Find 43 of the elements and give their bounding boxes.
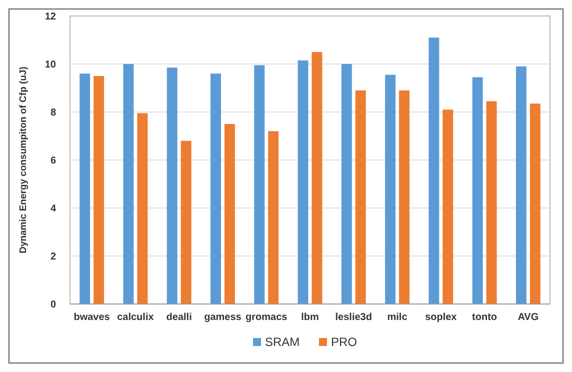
bar xyxy=(355,90,366,304)
y-tick-label: 2 xyxy=(50,252,56,262)
bar xyxy=(123,64,134,304)
x-tick-label: bwaves xyxy=(74,312,110,323)
bar xyxy=(442,110,454,304)
bar xyxy=(516,66,526,304)
x-tick-label: dealli xyxy=(166,312,192,323)
bar xyxy=(428,38,440,304)
bar xyxy=(472,77,483,304)
x-tick-label: calculix xyxy=(117,312,154,323)
x-tick-label: milc xyxy=(387,312,408,323)
bar xyxy=(486,101,497,304)
y-tick-label: 8 xyxy=(50,108,56,118)
bar xyxy=(224,124,235,304)
bar xyxy=(385,74,396,304)
bar xyxy=(254,65,265,304)
y-tick-label: 10 xyxy=(44,60,56,70)
x-tick-label: gromacs xyxy=(246,312,288,323)
bar xyxy=(210,74,221,304)
bar xyxy=(530,104,540,304)
legend-label: SRAM xyxy=(265,335,300,350)
bar xyxy=(268,131,279,304)
x-tick-label: lbm xyxy=(301,312,319,323)
bar xyxy=(399,90,410,304)
y-tick-label: 0 xyxy=(50,300,56,310)
bar xyxy=(166,68,178,304)
x-tick-label: gamess xyxy=(204,312,242,323)
y-tick-label: 4 xyxy=(50,204,56,214)
bar xyxy=(312,52,322,304)
bar xyxy=(80,74,90,304)
x-tick-label: tonto xyxy=(472,312,498,323)
x-tick-label: AVG xyxy=(518,312,539,323)
x-tick-label: leslie3d xyxy=(335,312,372,323)
y-tick-label: 12 xyxy=(44,12,56,22)
bar xyxy=(180,140,192,304)
bar xyxy=(137,113,148,304)
bar xyxy=(298,60,308,304)
bar xyxy=(94,76,104,304)
y-tick-label: 6 xyxy=(50,156,56,166)
bar xyxy=(341,64,352,304)
y-axis-title: Dynamic Energy consumpiton of Cfp (uJ) xyxy=(18,66,29,254)
x-tick-label: soplex xyxy=(425,312,458,323)
legend-label: PRO xyxy=(331,335,358,350)
